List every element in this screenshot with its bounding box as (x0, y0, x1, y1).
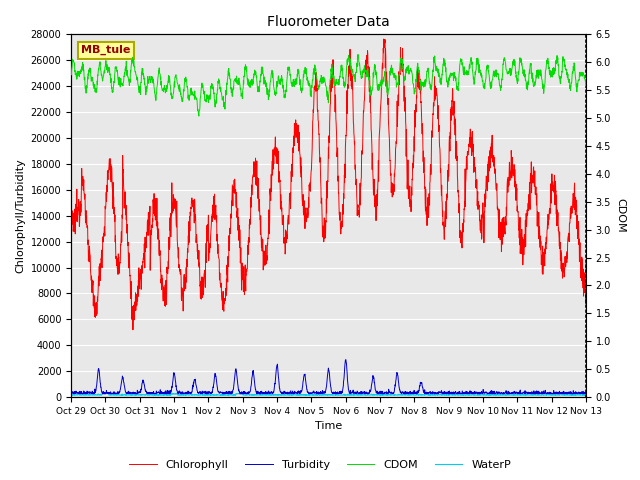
Line: Chlorophyll: Chlorophyll (71, 39, 586, 330)
WaterP (301, 392, 309, 398)
CDOM (318, 76, 326, 82)
Turbidity (93, 375, 101, 381)
Y-axis label: CDOM: CDOM (615, 198, 625, 233)
CDOM (93, 82, 101, 87)
Line: Turbidity: Turbidity (71, 360, 586, 394)
Chlorophyll (129, 327, 137, 333)
Chlorophyll (380, 36, 388, 42)
Turbidity (582, 390, 589, 396)
Line: CDOM: CDOM (71, 54, 586, 116)
Chlorophyll (304, 213, 312, 218)
WaterP (582, 392, 589, 398)
CDOM (568, 80, 575, 86)
WaterP (568, 392, 575, 398)
Turbidity (568, 391, 576, 397)
Turbidity (317, 390, 325, 396)
Chlorophyll (568, 207, 575, 213)
Turbidity (342, 357, 349, 362)
WaterP (305, 392, 312, 398)
Text: MB_tule: MB_tule (81, 45, 131, 56)
WaterP (93, 392, 101, 398)
Chlorophyll (568, 203, 575, 209)
Legend: Chlorophyll, Turbidity, CDOM, WaterP: Chlorophyll, Turbidity, CDOM, WaterP (125, 456, 515, 474)
Turbidity (304, 389, 312, 395)
WaterP (101, 390, 109, 396)
Line: WaterP: WaterP (71, 393, 586, 395)
CDOM (568, 80, 575, 85)
CDOM (67, 71, 75, 76)
Title: Fluorometer Data: Fluorometer Data (267, 15, 390, 29)
CDOM (582, 83, 589, 88)
Chlorophyll (473, 179, 481, 185)
Turbidity (473, 389, 481, 395)
Chlorophyll (582, 261, 589, 266)
WaterP (67, 392, 75, 397)
WaterP (318, 392, 326, 398)
Chlorophyll (93, 294, 101, 300)
WaterP (473, 392, 481, 398)
Turbidity (567, 390, 575, 396)
Chlorophyll (318, 195, 326, 201)
CDOM (473, 60, 481, 66)
CDOM (304, 79, 312, 85)
Chlorophyll (67, 228, 75, 233)
X-axis label: Time: Time (315, 421, 342, 432)
CDOM (195, 113, 203, 119)
CDOM (354, 51, 362, 57)
Turbidity (67, 390, 75, 396)
Turbidity (568, 391, 575, 396)
Y-axis label: Chlorophyll/Turbidity: Chlorophyll/Turbidity (15, 158, 25, 273)
WaterP (568, 392, 575, 398)
